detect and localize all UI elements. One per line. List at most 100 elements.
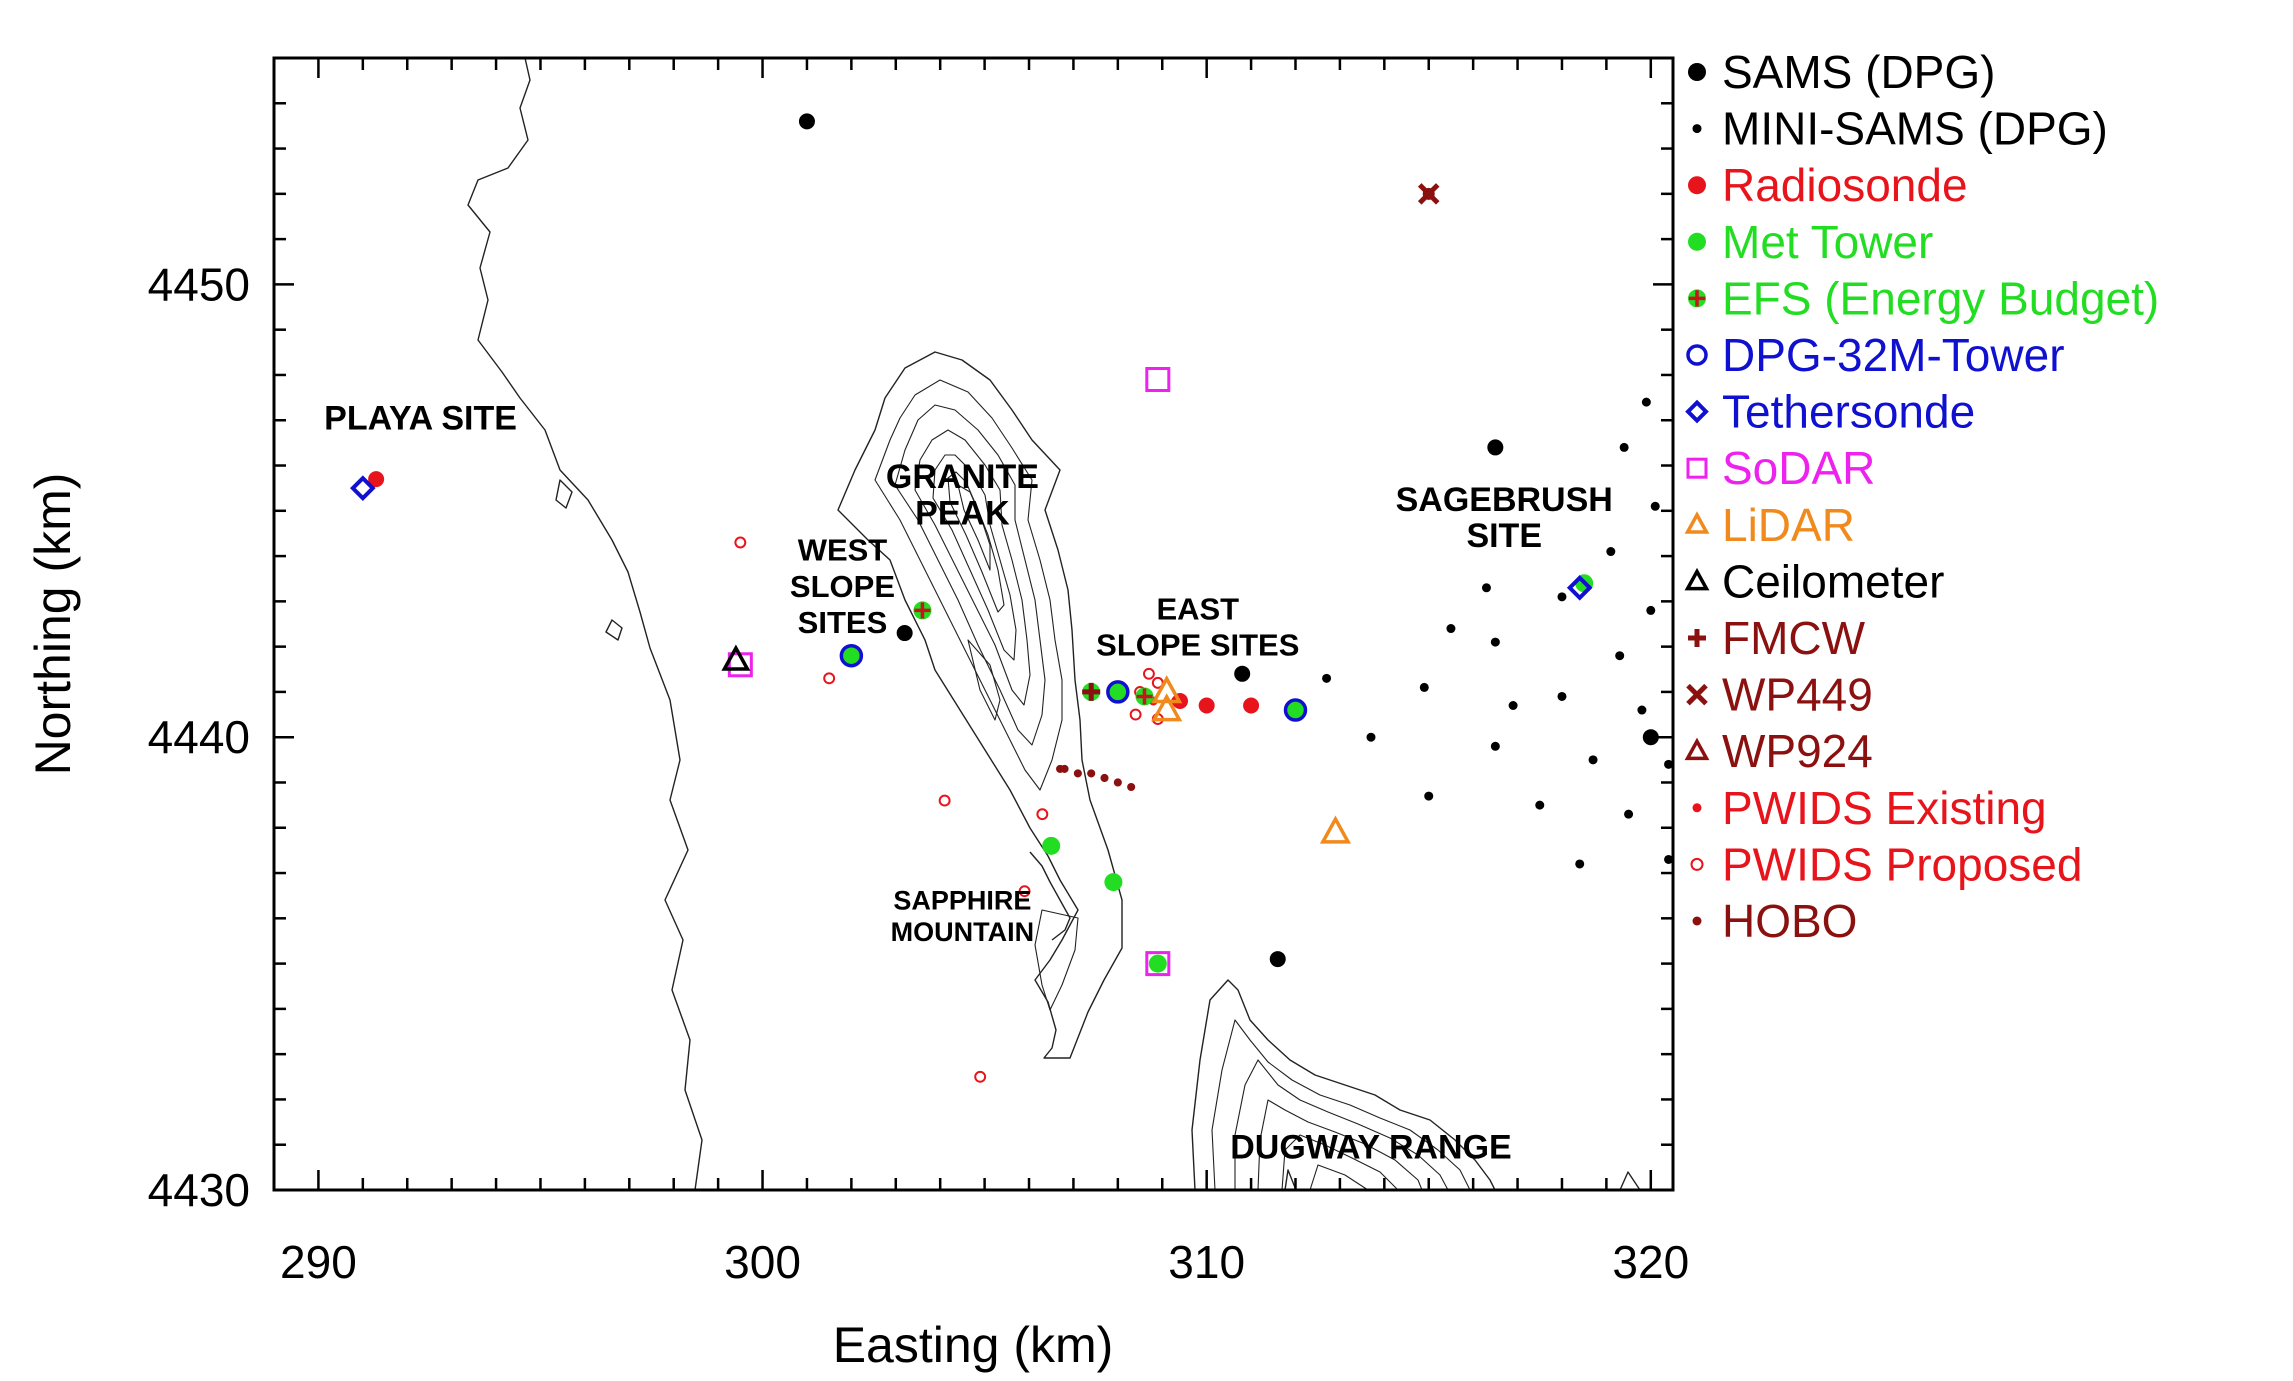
hobo-marker [1056, 764, 1065, 773]
radiosonde-marker [368, 471, 385, 488]
hobo-marker [1100, 773, 1109, 783]
lidar-marker [1151, 675, 1183, 704]
mini-sams-marker [1641, 397, 1651, 407]
mini-sams-marker [1664, 854, 1674, 864]
legend-label: SAMS (DPG) [1722, 46, 1995, 98]
legend-entry: DPG-32M-Tower [1686, 329, 2065, 381]
mini-sams-marker [1419, 682, 1429, 692]
x-axis-label: Easting (km) [833, 1317, 1114, 1373]
site-label: DUGWAY RANGE [1230, 1128, 1512, 1166]
legend-entry: PWIDS Existing [1692, 782, 2047, 834]
legend-label: Ceilometer [1722, 555, 1944, 607]
mini-sams-marker [1322, 673, 1332, 683]
x-tick-label: 320 [1612, 1236, 1689, 1288]
legend-label: PWIDS Existing [1722, 782, 2047, 834]
site-label: PLAYA SITE [324, 399, 517, 437]
legend-symbol-triangle [1684, 511, 1710, 534]
mini-sams-marker [1637, 705, 1647, 715]
y-axis-label: Northing (km) [25, 473, 81, 776]
legend-symbol-small-dot [1692, 124, 1702, 134]
legend-symbol-open-square [1686, 457, 1708, 479]
mini-sams-marker [1557, 592, 1567, 602]
mini-sams-marker [1490, 637, 1500, 647]
legend-entry: WP924 [1684, 725, 1873, 777]
met-tower-marker [1286, 701, 1305, 720]
mini-sams-marker [1646, 605, 1656, 615]
pwids-proposed-marker [734, 536, 747, 549]
pwids-proposed-marker [938, 794, 951, 807]
site-label: SAPPHIRE [893, 885, 1031, 915]
met-tower-marker [1108, 682, 1127, 701]
legend-symbol-small-dot [1692, 916, 1702, 926]
site-label: MOUNTAIN [891, 917, 1034, 947]
marker-layer [349, 113, 1674, 1083]
mini-sams-marker [1557, 691, 1567, 701]
fmcw-marker [1082, 682, 1101, 701]
plot-frame [272, 56, 1675, 1192]
mini-sams-marker [1650, 501, 1660, 511]
legend-label: DPG-32M-Tower [1722, 329, 2065, 381]
mini-sams-marker [1619, 442, 1629, 452]
legend-entry: Met Tower [1688, 216, 1933, 268]
radiosonde-marker [1198, 697, 1215, 714]
legend-label: MINI-SAMS (DPG) [1722, 103, 2108, 155]
mini-sams-marker [1481, 583, 1491, 593]
mini-sams-marker [1446, 624, 1456, 634]
mini-sams-marker [1366, 732, 1376, 742]
x-tick-label: 300 [724, 1236, 801, 1288]
mini-sams-marker [1615, 651, 1625, 661]
mini-sams-marker [1575, 859, 1585, 869]
site-label: SLOPE [790, 569, 895, 604]
sams-marker [896, 625, 913, 642]
legend-entry: SoDAR [1686, 442, 1875, 494]
legend-entry: Ceilometer [1684, 555, 1944, 607]
legend-symbol-x [1686, 683, 1708, 706]
legend-label: Met Tower [1722, 216, 1933, 268]
legend-label: LiDAR [1722, 499, 1855, 551]
legend-entry: FMCW [1688, 612, 1866, 664]
met-tower-marker [842, 646, 861, 665]
pwids-proposed-marker [974, 1070, 987, 1083]
hobo-marker [1073, 769, 1082, 778]
sams-marker [798, 113, 815, 130]
site-label: SLOPE SITES [1096, 628, 1299, 663]
tethersonde-marker [1566, 574, 1593, 601]
legend-label: SoDAR [1722, 442, 1875, 494]
sams-marker [1234, 665, 1251, 682]
y-tick-label: 4450 [148, 258, 250, 310]
efs-marker [913, 601, 932, 620]
x-tick-label: 290 [280, 1236, 357, 1288]
efs-marker [1135, 687, 1154, 706]
ceilometer-marker [721, 644, 751, 671]
site-label: SAGEBRUSH [1396, 481, 1613, 519]
site-label: EAST [1156, 591, 1239, 626]
legend-entry: LiDAR [1684, 499, 1855, 551]
mini-sams-marker [1588, 755, 1598, 765]
radiosonde-marker [1243, 697, 1260, 714]
wp449-marker-core [1422, 187, 1435, 200]
met-tower-marker [1148, 954, 1167, 973]
met-tower-marker [1042, 836, 1061, 855]
pwids-proposed-marker [1129, 708, 1142, 721]
site-label: WEST [798, 533, 888, 568]
legend-label: Radiosonde [1722, 159, 1968, 211]
site-label: GRANITE [886, 458, 1039, 496]
y-tick-label: 4440 [148, 711, 250, 763]
mini-sams-marker [1664, 759, 1674, 769]
legend-symbol-small-dot [1692, 803, 1702, 813]
legend-symbol-triangle [1684, 567, 1710, 591]
pwids-proposed-marker [1142, 667, 1155, 680]
sodar-marker [1145, 366, 1171, 392]
mini-sams-marker [1606, 547, 1616, 557]
axis-ticks [274, 56, 1673, 1192]
legend-entry: EFS (Energy Budget) [1688, 272, 2159, 324]
legend-entry: HOBO [1692, 895, 1857, 947]
legend-label: PWIDS Proposed [1722, 838, 2082, 890]
legend-label: HOBO [1722, 895, 1857, 947]
legend-symbol-diamond [1685, 399, 1709, 424]
y-tick-label: 4430 [148, 1164, 250, 1216]
legend-entry: WP449 [1686, 669, 1873, 721]
dpg-32m-tower-marker [839, 643, 864, 668]
legend-entry: Tethersonde [1685, 386, 1975, 438]
